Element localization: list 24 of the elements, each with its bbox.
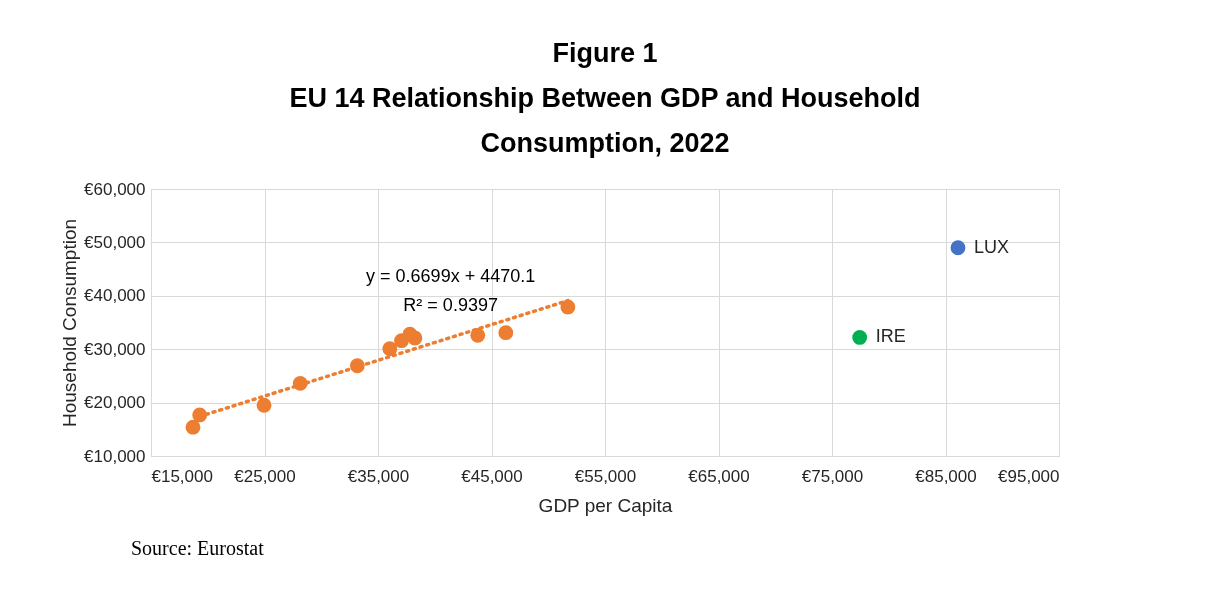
y-tick-label: €50,000 — [84, 232, 146, 252]
x-tick-label: €45,000 — [461, 466, 523, 486]
series-label: LUX — [973, 236, 1009, 257]
y-tick-label: €30,000 — [84, 339, 146, 359]
source-note: Source: Eurostat — [131, 537, 265, 559]
x-tick-label: €85,000 — [915, 466, 977, 486]
chart-subtitle: EU 14 Relationship Between GDP and Household Consumption, 2022 — [289, 83, 921, 158]
x-axis-title: GDP per Capita — [538, 494, 673, 516]
x-tick-label: €75,000 — [801, 466, 864, 486]
y-tick-label: €20,000 — [84, 393, 146, 413]
y-tick-label: €10,000 — [84, 446, 146, 466]
annotation: R² = 0.9397 — [403, 295, 498, 316]
series-label: IRE — [875, 326, 906, 347]
x-tick-label: €95,000 — [998, 466, 1060, 486]
x-tick-label: €55,000 — [574, 466, 637, 486]
y-tick-label: €40,000 — [84, 286, 146, 306]
x-tick-label: €15,000 — [151, 466, 213, 486]
y-tick-label: €60,000 — [84, 179, 146, 199]
y-axis-title: Household Consumption — [59, 218, 81, 428]
x-tick-label: €65,000 — [688, 466, 750, 486]
x-tick-label: €35,000 — [347, 466, 410, 486]
annotation: y = 0.6699x + 4470.1 — [366, 266, 536, 287]
x-tick-label: €25,000 — [234, 466, 296, 486]
chart-title: Figure 1 — [552, 38, 658, 68]
